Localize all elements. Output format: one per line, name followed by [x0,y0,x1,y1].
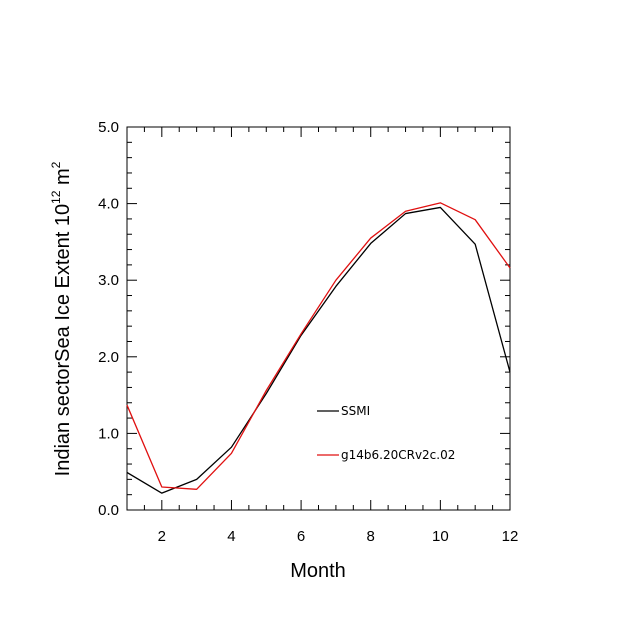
x-tick-label: 10 [432,528,449,545]
x-tick-label: 6 [297,528,305,545]
y-axis-label-exp1: 12 [49,190,63,204]
y-tick-label: 4.0 [98,196,119,213]
y-axis-label-prefix: Indian sectorSea Ice Extent 10 [52,204,74,476]
x-tick-label: 4 [227,528,235,545]
y-axis-label-unit: m [52,168,74,190]
legend: SSMI g14b6.20CRv2c.02 [317,404,455,462]
y-axis-label: Indian sectorSea Ice Extent 1012 m2 [49,161,74,476]
y-tick-label: 0.0 [98,502,119,519]
x-tick-label: 8 [367,528,375,545]
axis-tick-labels: 2 4 6 8 10 12 0.0 1.0 2.0 3.0 4.0 5.0 [98,119,518,545]
series-line-ssmi [126,206,511,494]
y-tick-label: 1.0 [98,425,119,442]
axis-ticks [126,126,511,511]
data-series [126,202,511,494]
x-axis-label: Month [290,560,346,582]
y-tick-label: 3.0 [98,272,119,289]
series-line-g14b6-20crv2c-02 [126,202,511,490]
y-axis-label-exp2: 2 [49,161,63,168]
y-tick-label: 5.0 [98,119,119,136]
legend-label: g14b6.20CRv2c.02 [341,448,455,462]
x-tick-label: 2 [158,528,166,545]
x-tick-label: 12 [502,528,519,545]
legend-label: SSMI [341,404,370,418]
y-tick-label: 2.0 [98,349,119,366]
